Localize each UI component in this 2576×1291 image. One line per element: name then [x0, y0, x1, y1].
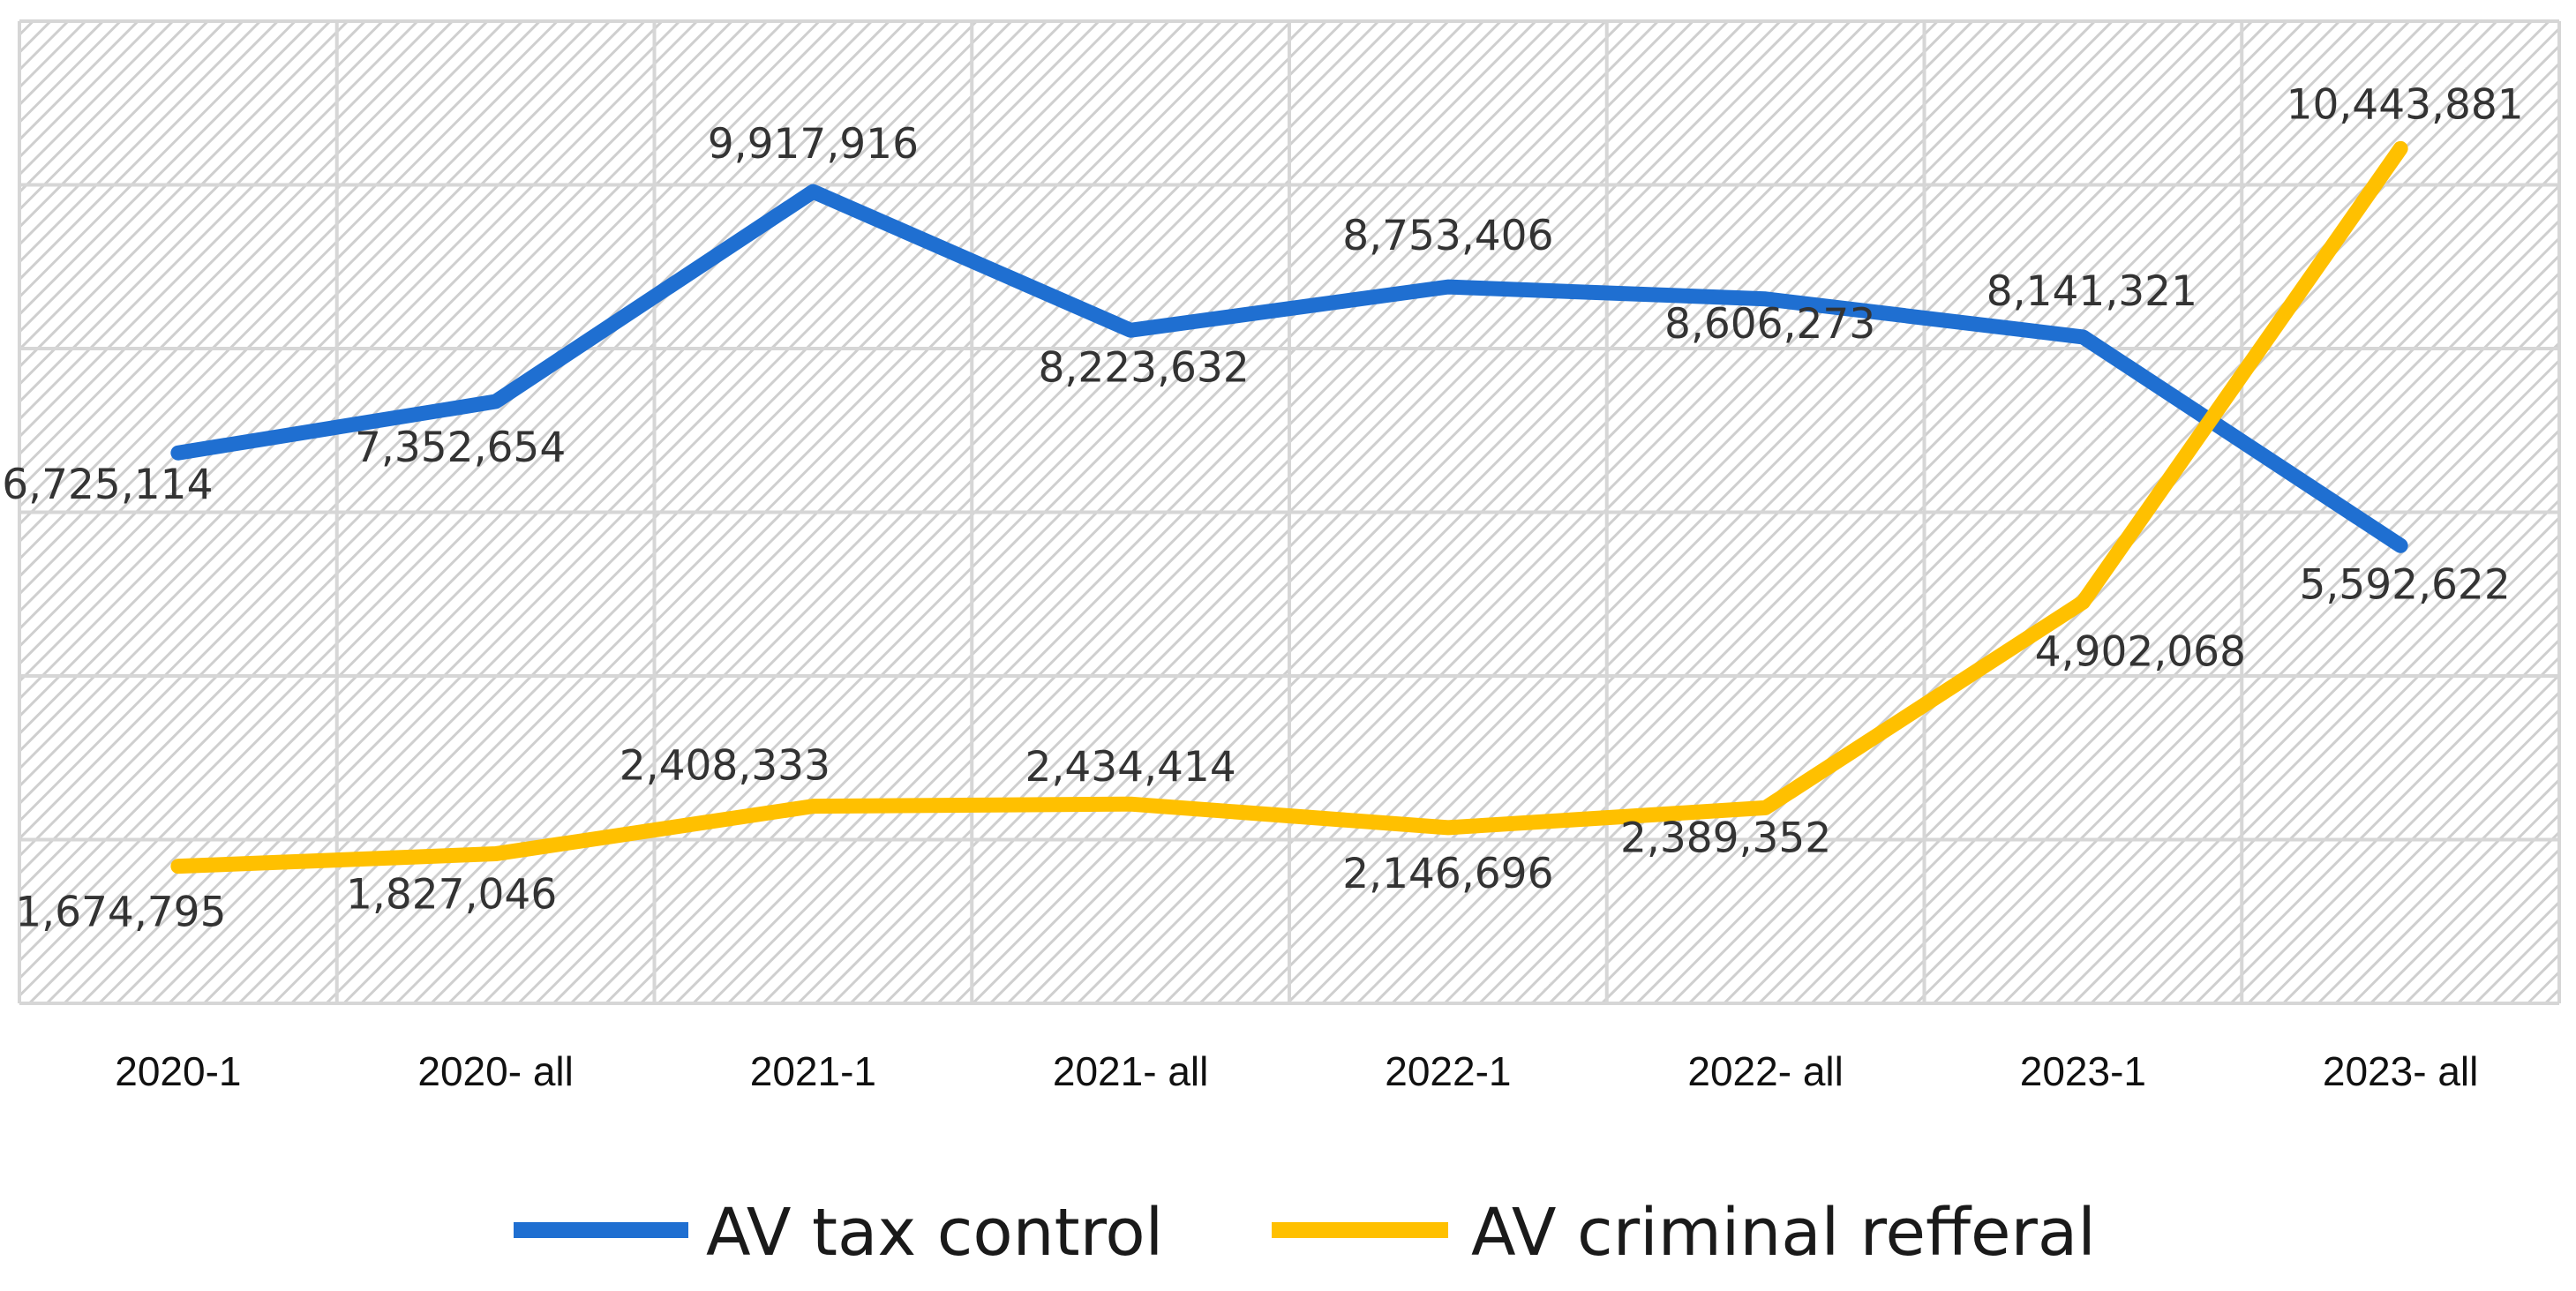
vertical-gridlines — [18, 21, 2561, 1003]
data-label: 7,352,654 — [355, 424, 566, 472]
x-tick-label: 2021- all — [1053, 1048, 1208, 1094]
data-label: 1,827,046 — [346, 871, 557, 919]
data-label: 10,443,881 — [2287, 80, 2524, 129]
data-label: 2,408,333 — [620, 742, 830, 791]
series-line-av-criminal-refferal — [170, 140, 2408, 874]
x-tick-label: 2023- all — [2323, 1048, 2478, 1094]
data-label: 4,902,068 — [2035, 627, 2246, 676]
series-line-av-tax-control — [170, 184, 2408, 553]
series-lines — [170, 140, 2408, 874]
x-tick-label: 2023-1 — [2020, 1048, 2146, 1094]
data-label: 8,223,632 — [1039, 343, 1250, 392]
legend-label: AV tax control — [706, 1195, 1163, 1271]
legend: AV tax control AV criminal refferal — [514, 1195, 2096, 1271]
data-label: 2,434,414 — [1025, 743, 1236, 792]
data-labels: 6,725,114 7,352,654 9,917,916 8,223,632 8,75… — [2, 80, 2523, 936]
x-tick-label: 2020- all — [417, 1048, 573, 1094]
x-tick-label: 2022- all — [1687, 1048, 1843, 1094]
data-label: 2,389,352 — [1620, 814, 1831, 862]
data-label: 1,674,795 — [15, 889, 226, 937]
data-label: 8,141,321 — [1986, 267, 2197, 316]
x-tick-label: 2022-1 — [1385, 1048, 1511, 1094]
data-label: 2,146,696 — [1342, 850, 1553, 898]
data-label: 5,592,622 — [2300, 560, 2511, 609]
x-tick-label: 2020-1 — [115, 1048, 241, 1094]
data-label: 8,753,406 — [1342, 212, 1553, 260]
x-tick-label: 2021-1 — [750, 1048, 876, 1094]
data-label: 8,606,273 — [1664, 300, 1875, 349]
legend-label: AV criminal refferal — [1471, 1195, 2096, 1271]
x-axis-tick-labels: 2020-1 2020- all 2021-1 2021- all 2022-1 2022… — [115, 1048, 2478, 1094]
data-label: 6,725,114 — [2, 461, 213, 509]
data-label: 9,917,916 — [708, 120, 919, 169]
